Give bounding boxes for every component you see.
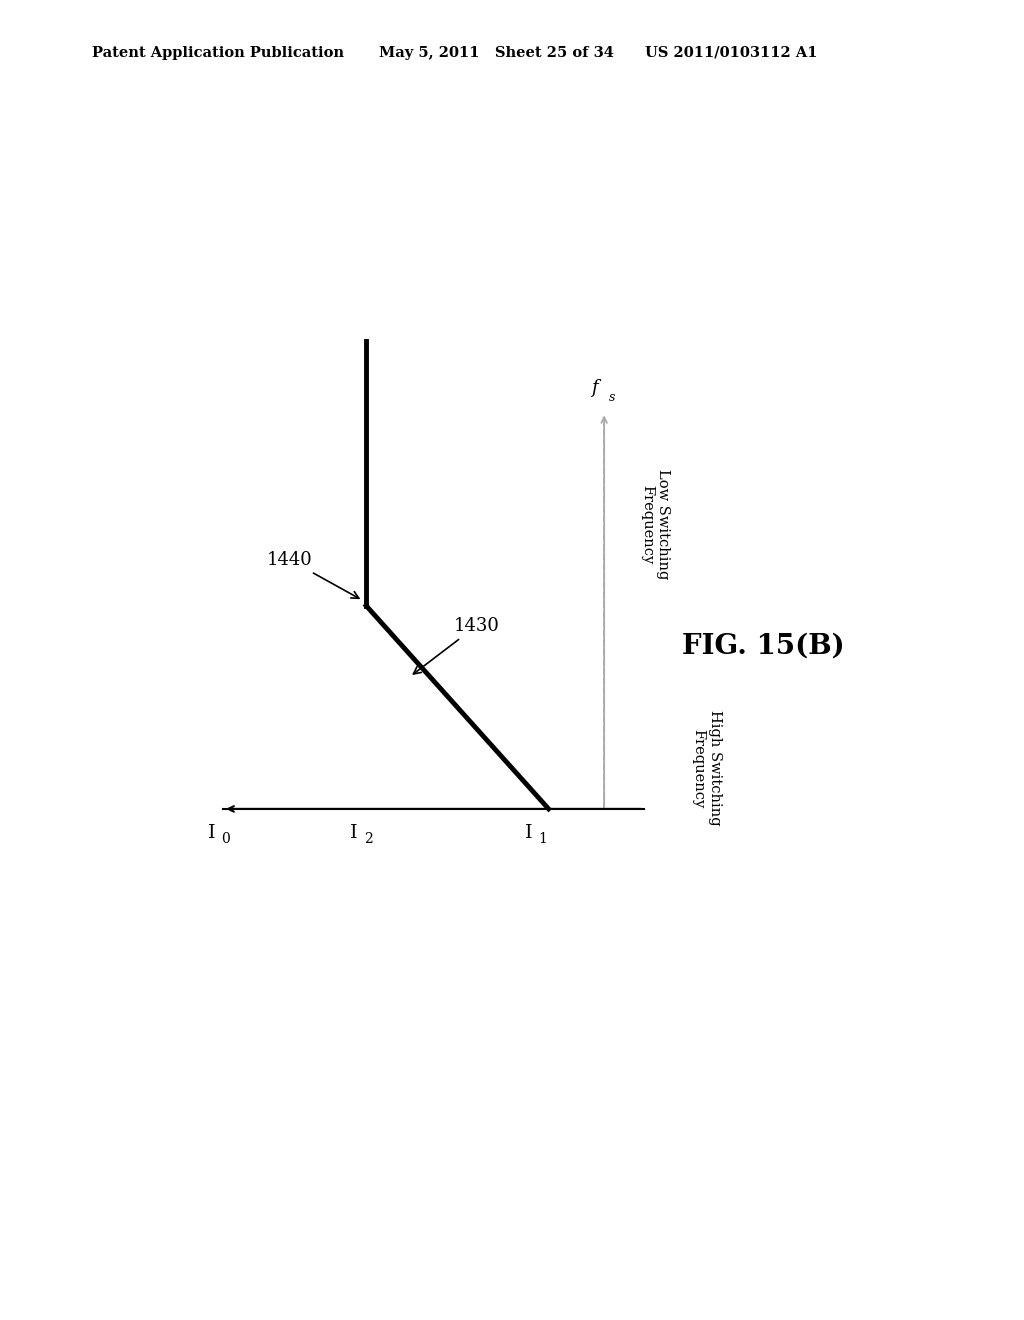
Text: 0: 0 [221, 833, 230, 846]
Text: I: I [350, 824, 358, 842]
Text: Low Switching
Frequency: Low Switching Frequency [640, 469, 670, 579]
Text: 2: 2 [365, 833, 373, 846]
Text: 1440: 1440 [267, 550, 358, 598]
Text: 1: 1 [539, 833, 548, 846]
Text: Patent Application Publication: Patent Application Publication [92, 46, 344, 59]
Text: f: f [591, 379, 598, 397]
Text: I: I [208, 824, 215, 842]
Text: I: I [525, 824, 532, 842]
Text: 1430: 1430 [414, 616, 500, 675]
Text: s: s [609, 391, 615, 404]
Text: May 5, 2011   Sheet 25 of 34: May 5, 2011 Sheet 25 of 34 [379, 46, 613, 59]
Text: US 2011/0103112 A1: US 2011/0103112 A1 [645, 46, 817, 59]
Text: FIG. 15(B): FIG. 15(B) [682, 632, 844, 660]
Text: High Switching
Frequency: High Switching Frequency [691, 710, 722, 826]
